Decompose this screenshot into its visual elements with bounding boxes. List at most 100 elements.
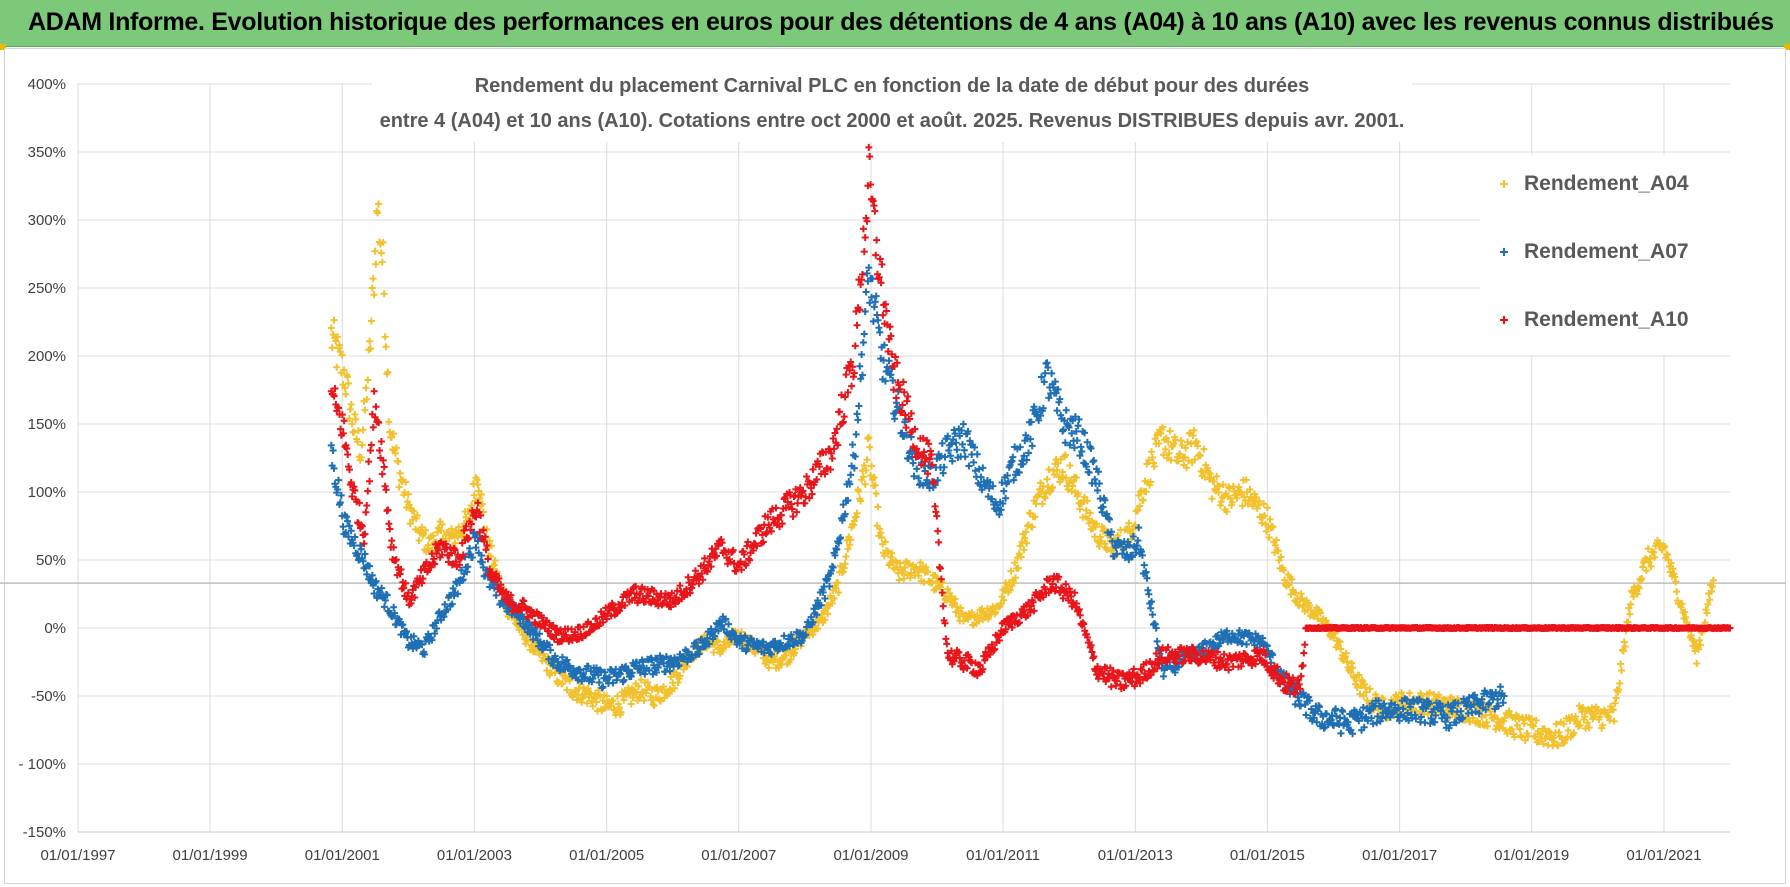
data-point (636, 693, 644, 701)
y-tick-label: 150% (28, 416, 66, 433)
data-point (1609, 706, 1617, 714)
data-point (1183, 464, 1191, 472)
data-point (1322, 616, 1330, 624)
data-point (794, 499, 802, 507)
header-title: ADAM Informe. Evolution historique des p… (28, 8, 1774, 36)
data-point (851, 342, 859, 350)
data-point (654, 687, 662, 695)
y-tick-label: 300% (28, 212, 66, 229)
data-point (1412, 707, 1420, 715)
data-point (867, 472, 875, 480)
data-point (1356, 690, 1364, 698)
data-point (1054, 459, 1062, 467)
data-point (629, 694, 637, 702)
data-point (891, 415, 899, 423)
data-point (1508, 725, 1516, 733)
y-tick-label: -50% (31, 688, 66, 705)
data-point (1629, 593, 1637, 601)
data-point (1136, 502, 1144, 510)
data-point (424, 541, 432, 549)
data-point (965, 462, 973, 470)
data-point (344, 373, 352, 381)
data-point (1140, 561, 1148, 569)
data-point (1227, 494, 1235, 502)
data-point (1570, 729, 1578, 737)
data-point (1635, 584, 1643, 592)
data-point (858, 270, 866, 278)
data-point (657, 697, 665, 705)
data-point (1147, 478, 1155, 486)
data-point (1103, 546, 1111, 554)
data-point (871, 481, 879, 489)
data-point (342, 390, 350, 398)
data-point (558, 680, 566, 688)
data-point (1612, 694, 1620, 702)
data-point (1095, 542, 1103, 550)
y-axis-ticks: 400% 350% 300% 250% 200% 150% 100% 50% 0% -50% - 1… (18, 76, 66, 841)
data-point (361, 406, 369, 414)
data-point (1638, 575, 1646, 583)
legend-item: Rendement_A04 (1500, 172, 1689, 195)
data-point (1162, 434, 1170, 442)
data-point (1071, 589, 1079, 597)
data-point (350, 428, 358, 436)
x-tick-label: 01/01/2017 (1362, 847, 1437, 864)
data-point (861, 234, 869, 242)
header-banner: ADAM Informe. Evolution historique des p… (0, 0, 1790, 47)
data-point (344, 450, 352, 458)
data-point (365, 458, 373, 466)
data-point (358, 441, 366, 449)
data-point (395, 483, 403, 491)
data-point (1053, 466, 1061, 474)
legend-label: Rendement_A10 (1524, 308, 1689, 331)
data-point (405, 501, 413, 509)
data-point (599, 683, 607, 691)
data-point (1426, 689, 1434, 697)
data-point (1228, 499, 1236, 507)
data-point (907, 569, 915, 577)
data-point (835, 589, 843, 597)
data-point (1353, 684, 1361, 692)
data-point (692, 638, 700, 646)
data-point (854, 416, 862, 424)
data-point (1056, 478, 1064, 486)
data-point (1252, 493, 1260, 501)
data-point (421, 526, 429, 534)
data-point (860, 462, 868, 470)
data-point (1006, 586, 1014, 594)
data-point (382, 343, 390, 351)
data-point (1337, 729, 1345, 737)
data-point (401, 488, 409, 496)
data-point (474, 481, 482, 489)
data-point (1280, 566, 1288, 574)
data-point (1017, 553, 1025, 561)
data-point (1021, 534, 1029, 542)
corner-marker-right (1784, 44, 1790, 50)
data-point (865, 433, 873, 441)
data-point (882, 307, 890, 315)
data-point (836, 408, 844, 416)
data-point (1042, 489, 1050, 497)
data-point (1362, 688, 1370, 696)
data-point (1531, 733, 1539, 741)
data-point (1062, 406, 1070, 414)
data-point (1142, 488, 1150, 496)
data-point (620, 696, 628, 704)
data-point (386, 525, 394, 533)
x-tick-label: 01/01/1997 (40, 847, 115, 864)
data-point (1336, 638, 1344, 646)
data-point (1160, 672, 1168, 680)
data-point (336, 499, 344, 507)
data-point (873, 236, 881, 244)
data-point (581, 673, 589, 681)
data-point (381, 333, 389, 341)
data-point (1528, 715, 1536, 723)
data-point (718, 621, 726, 629)
data-point (1007, 567, 1015, 575)
data-point (1145, 590, 1153, 598)
data-point (847, 471, 855, 479)
data-point (859, 225, 867, 233)
y-tick-label: -150% (23, 824, 66, 841)
data-point (364, 487, 372, 495)
